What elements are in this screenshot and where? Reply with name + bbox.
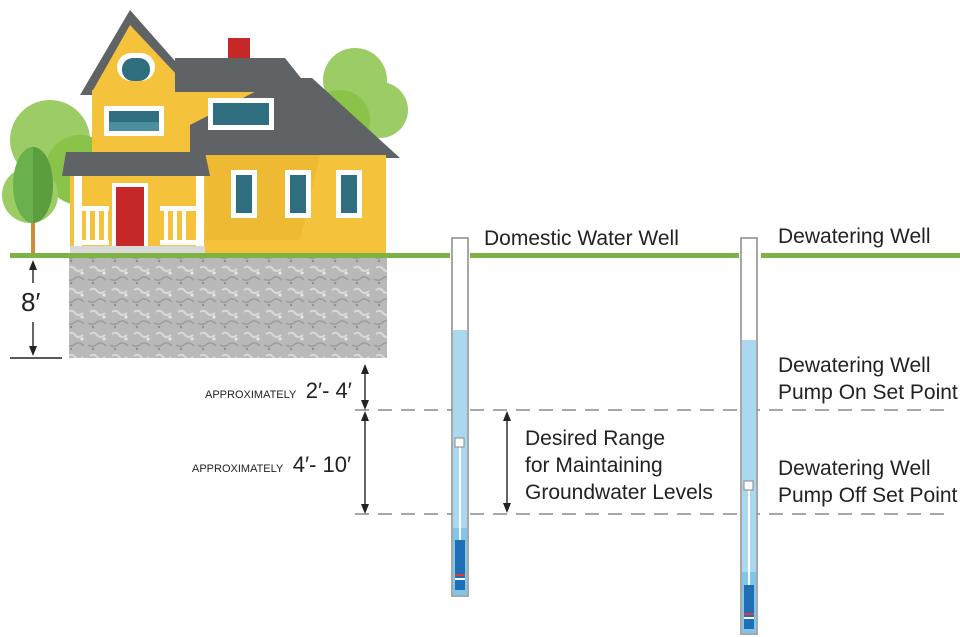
pump-on-label: Dewatering Well Pump On Set Point [778,354,958,404]
dewatering-well [740,237,758,635]
approx-2-4-label: APPROXIMATELY 2′- 4′ [205,378,352,403]
approximately-text: APPROXIMATELY [205,389,297,401]
domestic-water-well [451,237,469,597]
dimension-8ft [10,260,62,359]
approximately-text: APPROXIMATELY [192,463,284,475]
pump-off-line-2: Pump Off Set Point [778,484,958,507]
dimension-2-4 [361,364,369,410]
pump-off-line-1: Dewatering Well [778,457,931,480]
pump-on-line-1: Dewatering Well [778,354,931,377]
pump-on-line-2: Pump On Set Point [778,381,958,404]
depth-8-label: 8′ [21,287,40,317]
desired-range-line-1: Desired Range [525,427,665,450]
house [62,10,400,253]
range-2-4-text: 2′- 4′ [306,378,352,403]
dimension-4-10 [361,411,369,514]
dewatering-well-label: Dewatering Well [778,225,931,248]
ground-line [10,253,960,258]
desired-range-line-2: for Maintaining [525,454,663,477]
pump-off-label: Dewatering Well Pump Off Set Point [778,457,958,507]
dimension-desired-range [503,411,511,513]
domestic-well-label: Domestic Water Well [484,227,679,250]
desired-range-label: Desired Range for Maintaining Groundwate… [525,427,713,504]
house-foundation [69,258,387,358]
small-tree [13,147,53,253]
range-4-10-text: 4′- 10′ [293,452,351,477]
approx-4-10-label: APPROXIMATELY 4′- 10′ [192,452,351,477]
desired-range-line-3: Groundwater Levels [525,481,713,504]
